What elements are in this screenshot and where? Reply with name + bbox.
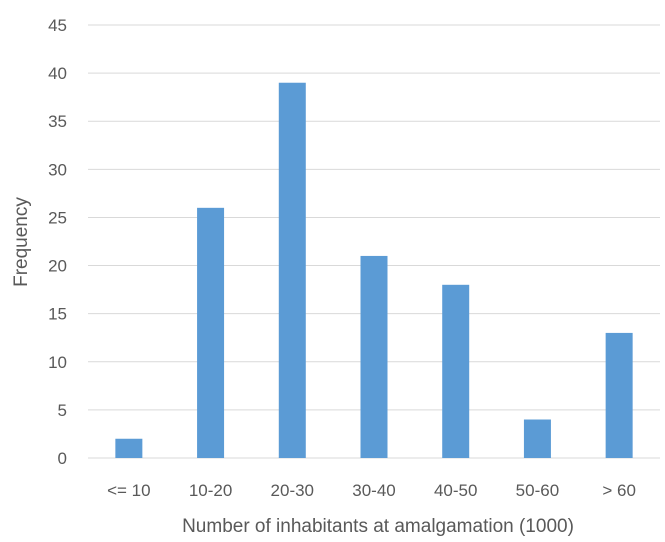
x-axis-title: Number of inhabitants at amalgamation (1… xyxy=(182,516,574,537)
y-tick-label: 0 xyxy=(58,449,67,468)
y-tick-label: 40 xyxy=(48,64,67,83)
y-tick-label: 5 xyxy=(58,401,67,420)
bar xyxy=(360,255,388,458)
y-tick-label: 25 xyxy=(48,208,67,227)
x-tick-label: 10-20 xyxy=(189,481,232,500)
x-tick-label: <= 10 xyxy=(107,481,151,500)
x-tick-label: 30-40 xyxy=(352,481,395,500)
bar xyxy=(197,207,225,458)
y-tick-label: 20 xyxy=(48,257,67,276)
bars xyxy=(115,82,633,458)
y-tick-label: 35 xyxy=(48,112,67,131)
y-tick-labels: 0 5 10 15 20 25 30 35 40 45 xyxy=(48,16,67,468)
bar xyxy=(605,332,633,458)
y-tick-label: 15 xyxy=(48,305,67,324)
y-tick-label: 10 xyxy=(48,353,67,372)
y-tick-label: 45 xyxy=(48,16,67,35)
bar xyxy=(278,82,306,458)
x-tick-label: 20-30 xyxy=(271,481,314,500)
x-tick-labels: <= 10 10-20 20-30 30-40 40-50 50-60 > 60 xyxy=(107,481,636,500)
y-tick-label: 30 xyxy=(48,160,67,179)
bar xyxy=(523,419,551,458)
x-tick-label: 40-50 xyxy=(434,481,477,500)
bar xyxy=(442,284,470,458)
bar xyxy=(115,438,143,458)
y-axis-title: Frequency xyxy=(11,197,32,287)
x-tick-label: > 60 xyxy=(602,481,636,500)
x-tick-label: 50-60 xyxy=(516,481,559,500)
